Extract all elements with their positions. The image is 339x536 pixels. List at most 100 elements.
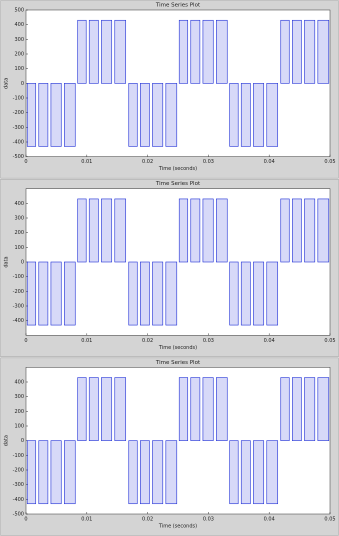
pulse	[266, 440, 279, 505]
x-tick-label: 0.04	[264, 159, 275, 165]
pulse	[114, 377, 127, 441]
x-tick-label: 0.04	[264, 338, 275, 344]
chart-title: Time Series Plot	[155, 3, 201, 9]
pulse	[317, 19, 330, 84]
x-tick-label: 0.03	[203, 159, 214, 165]
pulse	[114, 19, 127, 84]
pulse	[50, 440, 62, 505]
pulse	[88, 198, 99, 263]
y-tick-label: -200	[13, 110, 24, 116]
pulse	[88, 377, 99, 441]
pulse	[77, 198, 87, 263]
y-tick-label: -100	[13, 96, 24, 102]
pulse	[152, 440, 164, 505]
x-tick-label: 0.05	[324, 517, 335, 523]
x-tick-label: 0.02	[142, 517, 153, 523]
pulse	[26, 83, 37, 147]
pulse	[253, 83, 265, 147]
pulse	[26, 261, 37, 326]
pulse	[229, 83, 239, 147]
y-tick-label: 0	[21, 438, 24, 444]
pulse	[165, 83, 178, 147]
pulse	[128, 83, 138, 147]
chart-title: Time Series Plot	[155, 360, 201, 366]
x-tick-label: 0.03	[203, 338, 214, 344]
y-tick-label: 0	[21, 260, 24, 266]
pulse	[38, 83, 49, 147]
y-tick-label: 200	[14, 52, 24, 58]
pulse	[280, 377, 290, 441]
y-tick-label: -400	[13, 318, 24, 324]
y-tick-label: 400	[14, 380, 24, 386]
pulse	[178, 198, 189, 263]
pulse	[190, 198, 201, 263]
pulse	[190, 377, 201, 441]
pulse	[280, 198, 290, 263]
pulse	[77, 377, 87, 441]
pulse	[50, 261, 62, 326]
pulse	[140, 83, 150, 147]
x-axis-label: Time (seconds)	[158, 524, 197, 530]
y-tick-label: 500	[14, 8, 24, 14]
x-tick-label: 0	[24, 159, 27, 165]
x-tick-label: 0	[24, 517, 27, 523]
pulse	[101, 377, 113, 441]
pulse	[304, 377, 316, 441]
pulse	[292, 19, 302, 84]
pulse	[253, 440, 265, 505]
x-tick-label: 0.01	[81, 338, 92, 344]
pulse	[202, 198, 214, 263]
y-tick-label: 400	[14, 201, 24, 207]
pulse	[240, 261, 251, 326]
y-tick-label: -300	[13, 482, 24, 488]
pulse	[88, 19, 99, 84]
plot-area	[25, 9, 331, 157]
y-tick-label: 100	[14, 424, 24, 430]
x-tick-label: 0.02	[142, 159, 153, 165]
x-tick-label: 0.01	[81, 517, 92, 523]
y-tick-label: 300	[14, 394, 24, 400]
y-axis-label: data	[4, 78, 10, 89]
pulse	[202, 377, 214, 441]
chart-panel: Time Series Plot Time (seconds) data 0 0.01 0…	[0, 357, 339, 536]
pulse	[114, 198, 127, 263]
pulse	[101, 198, 113, 263]
y-axis-label: data	[4, 435, 10, 446]
pulse	[26, 440, 37, 505]
y-tick-label: 200	[14, 230, 24, 236]
y-tick-label: 100	[14, 245, 24, 251]
y-tick-label: 0	[21, 81, 24, 87]
y-tick-label: -200	[13, 468, 24, 474]
pulse	[152, 83, 164, 147]
y-tick-label: -400	[13, 140, 24, 146]
y-tick-label: -500	[13, 512, 24, 518]
y-tick-label: -500	[13, 154, 24, 160]
x-tick-label: 0	[24, 338, 27, 344]
chart-panel: Time Series Plot Time (seconds) data 0 0.01 0…	[0, 0, 339, 179]
y-tick-label: 400	[14, 22, 24, 28]
pulse	[178, 377, 189, 441]
pulse	[128, 440, 138, 505]
chart-panel: Time Series Plot Time (seconds) data 0 0.01 0…	[0, 178, 339, 358]
pulse	[38, 440, 49, 505]
pulse	[317, 377, 330, 441]
pulse	[216, 198, 228, 263]
y-tick-label: -200	[13, 289, 24, 295]
pulse	[101, 19, 113, 84]
pulse	[229, 261, 239, 326]
pulse	[292, 198, 302, 263]
y-tick-label: -400	[13, 497, 24, 503]
pulse	[266, 261, 279, 326]
y-axis-label: data	[4, 256, 10, 267]
pulse	[38, 261, 49, 326]
x-axis-label: Time (seconds)	[158, 345, 197, 351]
y-tick-label: -100	[13, 453, 24, 459]
pulse	[140, 440, 150, 505]
x-tick-label: 0.04	[264, 517, 275, 523]
pulse	[292, 377, 302, 441]
y-tick-label: 300	[14, 216, 24, 222]
y-tick-label: 300	[14, 37, 24, 43]
pulse	[77, 19, 87, 84]
pulse	[229, 440, 239, 505]
pulse	[304, 19, 316, 84]
